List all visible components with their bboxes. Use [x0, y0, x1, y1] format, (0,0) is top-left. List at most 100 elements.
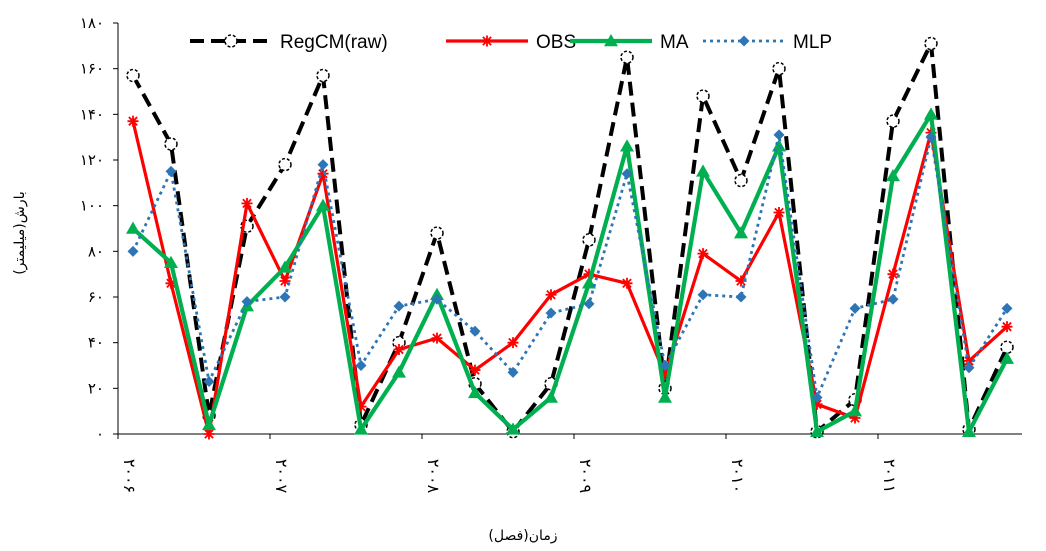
data-point: [354, 422, 368, 435]
data-point: [583, 298, 595, 310]
data-point: [886, 168, 900, 182]
legend-marker: [224, 34, 238, 48]
data-point: [886, 114, 900, 128]
data-point: [469, 325, 481, 337]
data-point: [431, 332, 443, 344]
data-point: [544, 390, 558, 403]
data-point: [393, 300, 405, 312]
data-point: [811, 398, 823, 410]
legend: RegCM(raw) OBS MA MLP: [190, 32, 832, 53]
data-point: [697, 248, 709, 260]
data-point: [506, 422, 520, 435]
data-point: [203, 428, 215, 440]
legend-marker: [481, 35, 493, 47]
data-point: [696, 89, 710, 103]
legend-marker: [738, 35, 750, 47]
data-point: [355, 360, 367, 371]
legend-label: MA: [660, 32, 689, 53]
data-point: [164, 137, 178, 151]
y-tick-label: ۸۰: [88, 242, 104, 260]
data-point: [849, 302, 861, 314]
data-point: [848, 404, 862, 417]
data-point: [811, 391, 823, 403]
series-0: [126, 36, 1014, 439]
series-2: [126, 107, 1014, 437]
data-point: [963, 362, 975, 374]
y-tick-label: ۱۴۰: [80, 105, 104, 123]
x-year-label: ۲۰۱۰: [728, 459, 747, 493]
legend-label: OBS: [536, 32, 576, 53]
data-point: [126, 221, 140, 234]
data-point: [164, 255, 178, 268]
data-point: [468, 385, 482, 399]
data-point: [887, 293, 899, 305]
data-point: [316, 68, 330, 83]
legend-label: MLP: [793, 32, 832, 53]
data-point: [279, 291, 291, 303]
data-point: [393, 344, 405, 356]
data-point: [278, 157, 292, 172]
data-point: [430, 226, 444, 240]
data-point: [621, 277, 633, 289]
data-point: [620, 139, 634, 152]
data-point: [165, 277, 177, 289]
series-3: [127, 129, 1013, 403]
data-point: [279, 275, 291, 287]
data-point: [924, 36, 938, 51]
data-point: [582, 276, 596, 289]
legend-label: RegCM(raw): [280, 32, 388, 53]
data-point: [1000, 340, 1014, 354]
legend-item: RegCM(raw): [190, 32, 388, 53]
data-point: [545, 289, 557, 301]
data-point: [659, 360, 671, 371]
data-point: [241, 296, 253, 308]
y-axis-ticks: ۰ ۲۰ ۴۰ ۶۰ ۸۰ ۱۰۰ ۱۲۰ ۱۴۰ ۱۶۰ ۱۸۰: [80, 14, 118, 443]
legend-item: MA: [570, 32, 689, 53]
data-point: [507, 337, 519, 349]
y-tick-label: ۱۰۰: [80, 197, 104, 215]
data-point: [241, 197, 253, 209]
data-point: [1001, 302, 1013, 314]
data-point: [317, 168, 329, 180]
data-point: [734, 173, 748, 188]
data-point: [355, 401, 367, 413]
data-point: [202, 417, 216, 431]
legend-item: MLP: [703, 32, 832, 53]
series-1: [127, 115, 1013, 440]
data-point: [810, 424, 824, 437]
data-point: [925, 131, 937, 143]
y-axis-title: بارش(میلیمتر): [12, 191, 28, 275]
data-point: [924, 107, 938, 120]
legend-marker: [604, 34, 618, 47]
data-point: [735, 275, 747, 287]
data-point: [392, 365, 406, 378]
data-point: [734, 226, 748, 239]
x-year-label: ۲۰۰۶: [120, 459, 139, 493]
y-tick-label: ۶۰: [88, 288, 104, 306]
data-point: [659, 369, 671, 381]
data-point: [773, 207, 785, 219]
x-year-label: ۲۰۰۷: [272, 459, 291, 494]
data-point: [849, 412, 861, 424]
data-point: [772, 139, 786, 152]
data-point: [773, 129, 785, 141]
data-point: [735, 291, 747, 303]
x-axis-ticks: ۲۰۰۶ ۲۰۰۷ ۲۰۰۸ ۲۰۰۹ ۲۰۱۰ ۲۰۱۱: [117, 434, 899, 494]
data-point: [658, 390, 672, 403]
data-point: [127, 245, 139, 257]
data-point: [431, 293, 443, 305]
data-point: [507, 366, 519, 378]
series-line: [131, 112, 1009, 434]
data-point: [545, 307, 557, 319]
data-point: [582, 233, 596, 247]
data-point: [887, 268, 899, 280]
data-point: [126, 68, 140, 83]
y-tick-label: ۱۲۰: [80, 151, 104, 169]
data-point: [127, 115, 139, 127]
data-point: [278, 260, 292, 273]
x-year-label: ۲۰۱۱: [880, 459, 899, 493]
x-year-label: ۲۰۰۹: [576, 459, 595, 493]
data-point: [317, 159, 329, 171]
